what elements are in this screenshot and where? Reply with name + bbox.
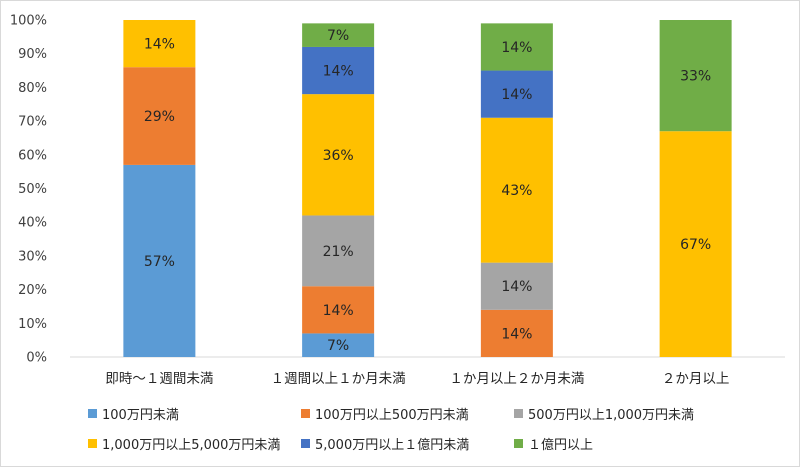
data-label: 67%	[680, 237, 711, 253]
data-label: 43%	[501, 183, 532, 199]
y-tick-label: 80%	[18, 81, 47, 96]
y-tick-label: 0%	[26, 351, 47, 366]
legend-item: 100万円以上500万円未満	[301, 404, 469, 423]
bar-segment	[123, 164, 196, 357]
x-category-label: ２か月以上	[662, 371, 730, 387]
bar-segment	[480, 117, 553, 263]
bar-segment	[480, 23, 553, 71]
x-category-label: １週間以上１か月未満	[271, 371, 406, 387]
data-label: 14%	[323, 64, 354, 80]
data-label: 14%	[144, 37, 175, 53]
data-label: 33%	[680, 69, 711, 85]
y-tick-label: 40%	[18, 216, 47, 231]
legend-item: １億円以上	[514, 434, 593, 453]
legend-label: １億円以上	[528, 438, 594, 453]
bar-segment	[659, 131, 732, 357]
legend-label: 5,000万円以上１億円未満	[315, 438, 470, 453]
y-tick-label: 10%	[18, 317, 47, 332]
legend-swatch	[514, 409, 523, 418]
data-label: 57%	[144, 254, 175, 270]
data-label: 14%	[501, 279, 532, 295]
bar-segment	[480, 70, 553, 118]
y-tick-label: 50%	[18, 182, 47, 197]
legend-item: 100万円未満	[88, 404, 179, 423]
y-tick-label: 90%	[18, 47, 47, 62]
data-label: 29%	[144, 109, 175, 125]
bar-segment	[302, 23, 375, 47]
data-label: 14%	[501, 40, 532, 56]
bar-segment	[302, 215, 375, 287]
bar-segment	[302, 286, 375, 334]
y-tick-label: 30%	[18, 249, 47, 264]
y-tick-label: 20%	[18, 283, 47, 298]
bar-segment	[302, 333, 375, 357]
bar-segment	[480, 309, 553, 357]
legend-item: 1,000万円以上5,000万円未満	[88, 434, 280, 453]
data-label: 14%	[323, 303, 354, 319]
data-label: 14%	[501, 326, 532, 342]
bar-segment	[123, 20, 196, 68]
data-label: 21%	[323, 244, 354, 260]
data-label: 7%	[327, 28, 349, 44]
data-label: 36%	[323, 148, 354, 164]
legend-swatch	[88, 409, 97, 418]
legend-label: 100万円未満	[102, 408, 179, 423]
bar-segment	[659, 20, 732, 132]
legend-label: 100万円以上500万円未満	[315, 408, 469, 423]
x-category-label: 即時～１週間未満	[105, 371, 213, 387]
legend-swatch	[514, 439, 523, 448]
y-tick-label: 60%	[18, 148, 47, 163]
data-label: 14%	[501, 87, 532, 103]
bar-segment	[302, 46, 375, 95]
legend-label: 1,000万円以上5,000万円未満	[102, 438, 281, 453]
data-label: 7%	[327, 338, 349, 354]
legend-item: 5,000万円以上１億円未満	[301, 434, 469, 453]
legend-swatch	[301, 409, 310, 418]
legend-swatch	[88, 439, 97, 448]
legend-label: 500万円以上1,000万円未満	[528, 408, 695, 423]
legend-item: 500万円以上1,000万円未満	[514, 404, 694, 423]
y-tick-label: 100%	[10, 14, 47, 29]
y-tick-label: 70%	[18, 115, 47, 130]
x-category-label: １か月以上２か月未満	[449, 371, 584, 387]
legend-swatch	[301, 439, 310, 448]
bar-segment	[302, 94, 375, 216]
bar-segment	[123, 67, 196, 165]
bar-segment	[480, 262, 553, 310]
